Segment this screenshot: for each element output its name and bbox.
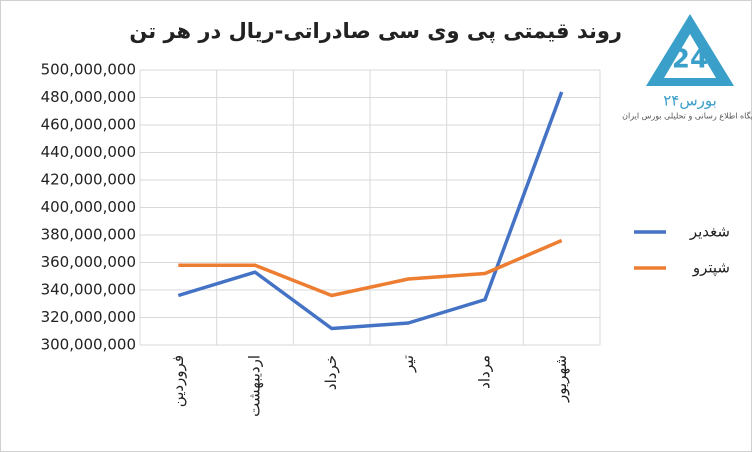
y-tick-label: 300,000,000 (41, 336, 136, 354)
chart-title: روند قیمتی پی وی سی صادراتی-ریال در هر ت… (129, 19, 622, 43)
logo-inner (664, 34, 716, 78)
y-tick-label: 500,000,000 (41, 61, 136, 79)
y-tick-label: 380,000,000 (41, 226, 136, 244)
y-tick-label: 440,000,000 (41, 143, 136, 161)
x-tick-label: شهریور (552, 355, 570, 403)
y-tick-label: 480,000,000 (41, 88, 136, 106)
y-tick-label: 340,000,000 (41, 281, 136, 299)
series-line (178, 238, 563, 298)
x-tick-label: اردیبهشت (246, 355, 264, 417)
logo: 24 (646, 14, 734, 86)
logo-subtitle: پایگاه اطلاع رسانی و تحلیلی بورس ایران (622, 111, 752, 121)
x-tick-label: تیر (399, 355, 417, 373)
y-tick-label: 400,000,000 (41, 198, 136, 216)
y-tick-label: 420,000,000 (41, 171, 136, 189)
logo-text: بورس۲۴ (663, 92, 717, 110)
legend-label: شپترو (692, 259, 730, 278)
series-line (177, 91, 564, 331)
legend-label: شغدیر (689, 223, 730, 241)
x-tick-label: مرداد (476, 355, 494, 389)
y-tick-label: 460,000,000 (41, 116, 136, 134)
x-tick-label: خرداد (322, 355, 340, 390)
logo-mark: 24 (672, 45, 708, 75)
x-tick-label: فروردین (169, 355, 187, 407)
y-tick-label: 320,000,000 (41, 308, 136, 326)
y-tick-label: 360,000,000 (41, 253, 136, 271)
